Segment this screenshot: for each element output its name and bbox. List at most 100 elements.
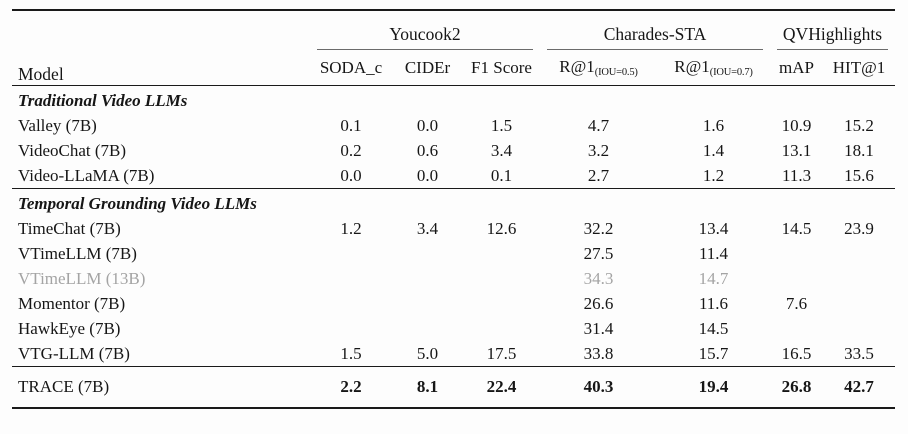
table-row-vtg-llm: VTG-LLM (7B) 1.5 5.0 17.5 33.8 15.7 16.5… [12, 342, 895, 367]
cell-value: 14.5 [698, 319, 729, 338]
model-name: Momentor (7B) [18, 294, 126, 313]
cell-value [463, 242, 540, 267]
group-underline [547, 48, 764, 50]
cell-value: 34.3 [583, 269, 614, 288]
cell-value: 14.7 [698, 269, 729, 288]
cell-value: 14.5 [781, 219, 812, 238]
cell-value: 27.5 [583, 244, 614, 263]
cell-value: 1.4 [702, 141, 725, 160]
section-header-temporal-grounding: Temporal Grounding Video LLMs [12, 188, 896, 217]
cell-value [310, 292, 392, 317]
cell-value: 3.4 [490, 141, 513, 160]
cell-value: 3.4 [416, 219, 439, 238]
cell-value [823, 317, 895, 342]
cell-value: 2.7 [587, 165, 610, 185]
metric-subscript: (IOU=0.5) [594, 67, 638, 78]
metric-subscript: (IOU=0.7) [709, 67, 753, 78]
section-title: Temporal Grounding Video LLMs [12, 188, 896, 217]
cell-value [823, 242, 895, 267]
cell-value: 11.4 [698, 244, 729, 263]
cell-value: 1.2 [702, 165, 725, 185]
table-row-trace: TRACE (7B) 2.2 8.1 22.4 40.3 19.4 26.8 4… [12, 366, 896, 408]
table-row-vtimellm-13b: VTimeLLM (13B) 34.3 14.7 [12, 267, 895, 292]
group-label: Youcook2 [389, 23, 461, 44]
cell-value [770, 317, 823, 342]
table-row-videochat: VideoChat (7B) 0.2 0.6 3.4 3.2 1.4 13.1 … [12, 139, 895, 164]
cell-value [463, 317, 540, 342]
cell-value: 31.4 [583, 319, 614, 338]
group-label: QVHighlights [782, 23, 883, 44]
model-name: HawkEye (7B) [18, 319, 121, 338]
cell-value: 0.1 [340, 116, 362, 135]
cell-value: 12.6 [486, 219, 517, 238]
model-name: VideoChat (7B) [18, 141, 127, 160]
cell-value [823, 267, 895, 292]
column-header-map: mAP [779, 57, 814, 77]
cell-value: 15.6 [844, 165, 874, 185]
cell-value: 1.5 [340, 343, 362, 363]
benchmark-table: Model Youcook2 Charades-STA QVHighlights… [12, 9, 896, 409]
cell-value: 1.2 [340, 219, 362, 238]
group-underline [317, 48, 533, 50]
cell-value: 8.1 [392, 366, 463, 408]
cell-value [770, 242, 823, 267]
model-name: VTG-LLM (7B) [18, 343, 130, 363]
cell-value: 33.5 [844, 343, 874, 363]
cell-value: 0.2 [340, 141, 362, 160]
cell-value: 17.5 [486, 343, 517, 363]
model-name: TRACE (7B) [12, 366, 310, 408]
cell-value: 1.6 [702, 116, 725, 135]
cell-value: 16.5 [781, 343, 812, 363]
cell-value [392, 317, 463, 342]
cell-value: 5.0 [416, 343, 439, 363]
table-row-valley: Valley (7B) 0.1 0.0 1.5 4.7 1.6 10.9 15.… [12, 114, 895, 139]
model-name: TimeChat (7B) [18, 219, 121, 238]
table-body: Traditional Video LLMs Valley (7B) 0.1 0… [12, 86, 896, 408]
column-header-cider: CIDEr [404, 57, 451, 77]
cell-value: 18.1 [844, 141, 874, 160]
cell-value [310, 242, 392, 267]
table-row-vtimellm-7b: VTimeLLM (7B) 27.5 11.4 [12, 242, 895, 267]
group-header-qvhighlights: QVHighlights [770, 10, 895, 50]
cell-value: 15.2 [844, 116, 874, 135]
cell-value: 0.0 [416, 116, 439, 135]
cell-value: 3.2 [587, 141, 610, 160]
cell-value: 4.7 [587, 116, 610, 135]
table-row-hawkeye: HawkEye (7B) 31.4 14.5 [12, 317, 895, 342]
cell-value: 11.3 [781, 165, 812, 185]
cell-value: 26.8 [770, 366, 824, 408]
cell-value: 32.2 [583, 219, 614, 238]
cell-value: 33.8 [583, 343, 614, 363]
cell-value: 13.1 [781, 141, 812, 160]
cell-value: 7.6 [785, 294, 808, 313]
cell-value [310, 317, 392, 342]
cell-value: 1.5 [490, 116, 513, 135]
group-header-charades-sta: Charades-STA [540, 10, 770, 50]
cell-value: 11.6 [698, 294, 729, 313]
table-row-video-llama: Video-LLaMA (7B) 0.0 0.0 0.1 2.7 1.2 11.… [12, 164, 895, 189]
table-header: Model Youcook2 Charades-STA QVHighlights… [12, 10, 896, 86]
cell-value [823, 292, 895, 317]
cell-value: 26.6 [583, 294, 614, 313]
group-header-youcook2: Youcook2 [310, 10, 540, 50]
model-name: Valley (7B) [18, 116, 97, 135]
cell-value: 13.4 [698, 219, 729, 238]
column-header-model: Model [18, 64, 64, 84]
cell-value [392, 267, 463, 292]
cell-value [392, 292, 463, 317]
column-header-r1-iou05: R@1(IOU=0.5) [540, 50, 657, 86]
cell-value: 0.6 [416, 141, 439, 160]
column-header-f1-score: F1 Score [471, 57, 532, 77]
model-name: Video-LLaMA (7B) [18, 165, 155, 185]
group-underline [777, 48, 889, 50]
cell-value: 15.7 [698, 343, 729, 363]
section-title: Traditional Video LLMs [18, 91, 188, 111]
model-name: VTimeLLM (7B) [18, 244, 137, 263]
cell-value [463, 292, 540, 317]
subheader-row: SODA_c CIDEr F1 Score R@1(IOU=0.5) R@1(I… [12, 50, 895, 86]
cell-value: 22.4 [463, 366, 540, 408]
cell-value: 10.9 [781, 116, 812, 135]
table-row-momentor: Momentor (7B) 26.6 11.6 7.6 [12, 292, 895, 317]
section-header-traditional: Traditional Video LLMs [12, 86, 895, 114]
cell-value: 2.2 [310, 366, 392, 408]
